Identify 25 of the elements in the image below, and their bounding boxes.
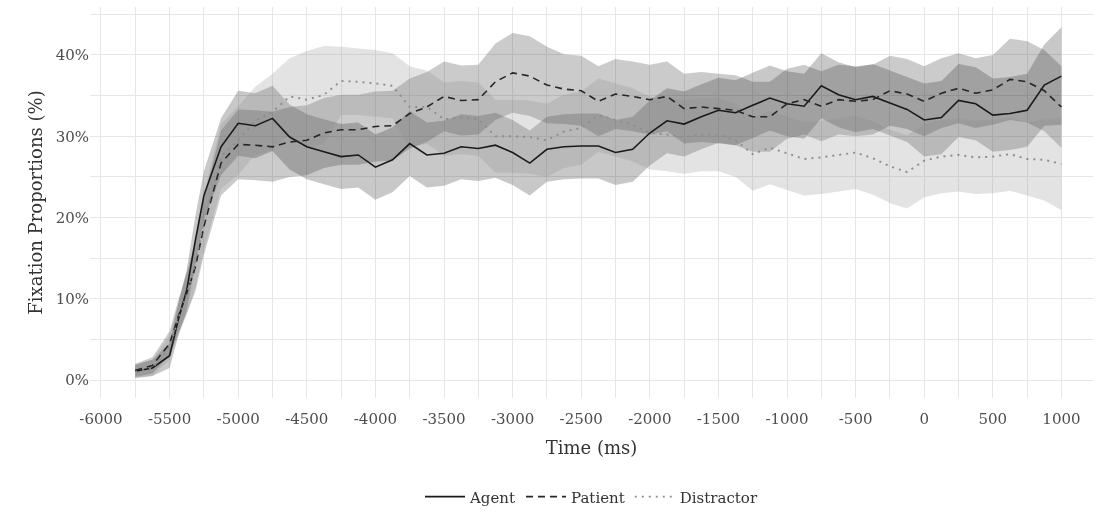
y-tick-label: 0% xyxy=(65,371,89,390)
y-tick-label: 20% xyxy=(55,208,89,227)
x-tick-label: 0 xyxy=(919,410,929,428)
x-tick-label: -3000 xyxy=(490,410,535,428)
x-tick-label: -2000 xyxy=(628,410,672,428)
x-tick-label: -5500 xyxy=(147,410,192,428)
x-tick-label: -500 xyxy=(838,410,873,428)
legend-label: Distractor xyxy=(679,488,758,507)
y-tick-label: 40% xyxy=(55,46,89,65)
x-tick-label: -3500 xyxy=(422,410,466,428)
x-tick-label: -4500 xyxy=(285,410,329,428)
x-tick-label: -6000 xyxy=(79,410,123,428)
x-tick-label: -5000 xyxy=(216,410,260,428)
legend-label: Patient xyxy=(571,488,625,507)
y-axis-title: Fixation Proportions (%) xyxy=(24,90,46,315)
legend-label: Agent xyxy=(469,488,515,507)
x-axis-title: Time (ms) xyxy=(545,437,638,459)
y-tick-label: 10% xyxy=(55,290,89,309)
x-tick-label: -2500 xyxy=(559,410,603,428)
x-tick-label: 1000 xyxy=(1042,410,1081,428)
x-tick-label: -1500 xyxy=(696,410,741,428)
x-tick-label: -1000 xyxy=(765,410,809,428)
x-tick-label: 500 xyxy=(978,410,1008,428)
y-tick-label: 30% xyxy=(55,127,89,146)
x-tick-label: -4000 xyxy=(353,410,398,428)
